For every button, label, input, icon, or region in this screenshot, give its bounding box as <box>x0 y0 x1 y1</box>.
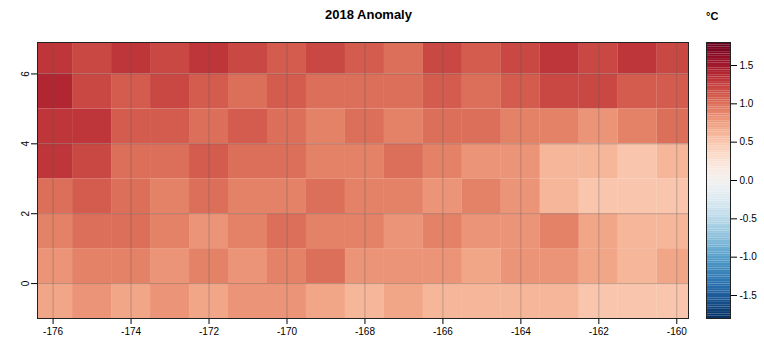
svg-text:-170: -170 <box>277 326 297 337</box>
svg-text:0.0: 0.0 <box>740 175 754 186</box>
svg-text:-162: -162 <box>589 326 609 337</box>
html-text:2018 Anomaly: 2018 Anomaly <box>325 7 412 22</box>
svg-text:-166: -166 <box>433 326 453 337</box>
svg-text:2: 2 <box>20 210 31 216</box>
svg-text:6: 6 <box>20 71 31 77</box>
svg-text:-172: -172 <box>199 326 219 337</box>
svg-text:-1.0: -1.0 <box>740 251 758 262</box>
svg-text:1.5: 1.5 <box>740 60 754 71</box>
svg-text:-176: -176 <box>43 326 63 337</box>
svg-text:-1.5: -1.5 <box>740 290 758 301</box>
svg-text:-160: -160 <box>667 326 687 337</box>
html-text:°C: °C <box>706 10 719 22</box>
svg-text:-174: -174 <box>121 326 141 337</box>
svg-text:4: 4 <box>20 141 31 147</box>
svg-text:-164: -164 <box>511 326 531 337</box>
svg-text:0.5: 0.5 <box>740 136 754 147</box>
svg-text:1.0: 1.0 <box>740 98 754 109</box>
svg-text:-0.5: -0.5 <box>740 213 758 224</box>
svg-text:-168: -168 <box>355 326 375 337</box>
svg-text:0: 0 <box>20 280 31 286</box>
